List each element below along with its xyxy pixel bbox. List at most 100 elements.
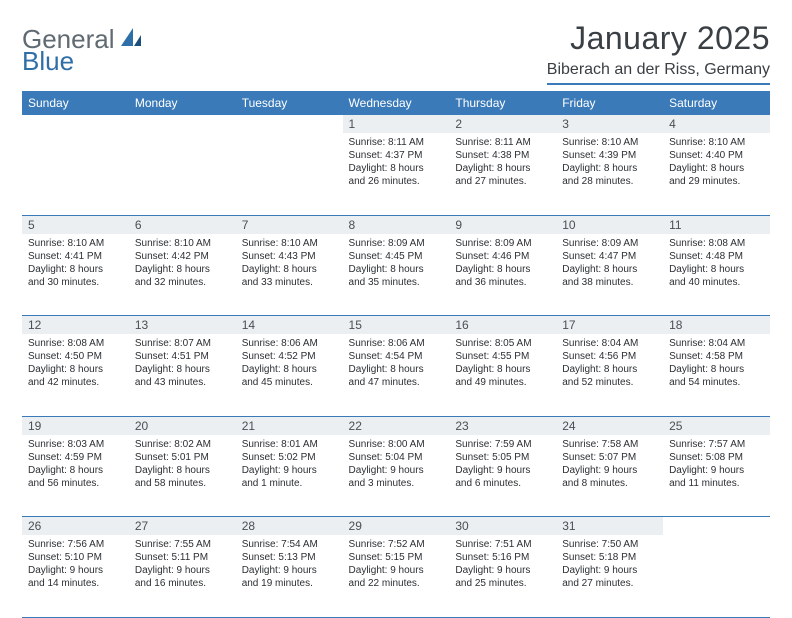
daylight-line-1: Daylight: 9 hours xyxy=(455,464,550,477)
day-number-cell: 4 xyxy=(663,115,770,133)
day-cell: Sunrise: 8:10 AMSunset: 4:41 PMDaylight:… xyxy=(22,234,129,316)
weekday-header: Thursday xyxy=(449,91,556,115)
logo-sail-icon xyxy=(119,24,143,55)
weekday-header: Sunday xyxy=(22,91,129,115)
day-number-cell: 20 xyxy=(129,416,236,435)
sunset-line: Sunset: 4:43 PM xyxy=(242,250,337,263)
daylight-line-2: and 19 minutes. xyxy=(242,577,337,590)
header: General January 2025 Biberach an der Ris… xyxy=(22,20,770,85)
day-details: Sunrise: 8:09 AMSunset: 4:46 PMDaylight:… xyxy=(449,234,556,293)
day-number-row: 1234 xyxy=(22,115,770,133)
daylight-line-2: and 30 minutes. xyxy=(28,276,123,289)
day-number-cell: 19 xyxy=(22,416,129,435)
day-number-cell: 13 xyxy=(129,316,236,335)
daylight-line-1: Daylight: 8 hours xyxy=(562,363,657,376)
daylight-line-1: Daylight: 8 hours xyxy=(349,363,444,376)
daylight-line-2: and 36 minutes. xyxy=(455,276,550,289)
sunrise-line: Sunrise: 7:57 AM xyxy=(669,438,764,451)
day-number-cell: 18 xyxy=(663,316,770,335)
daylight-line-2: and 33 minutes. xyxy=(242,276,337,289)
sunrise-line: Sunrise: 8:10 AM xyxy=(135,237,230,250)
day-details: Sunrise: 8:02 AMSunset: 5:01 PMDaylight:… xyxy=(129,435,236,494)
day-cell xyxy=(663,535,770,617)
sunset-line: Sunset: 4:38 PM xyxy=(455,149,550,162)
day-number-cell: 30 xyxy=(449,517,556,536)
sunset-line: Sunset: 4:52 PM xyxy=(242,350,337,363)
sunset-line: Sunset: 4:58 PM xyxy=(669,350,764,363)
daylight-line-1: Daylight: 8 hours xyxy=(455,363,550,376)
calendar-head: SundayMondayTuesdayWednesdayThursdayFrid… xyxy=(22,91,770,115)
day-cell: Sunrise: 7:50 AMSunset: 5:18 PMDaylight:… xyxy=(556,535,663,617)
day-number-cell: 7 xyxy=(236,215,343,234)
day-content-row: Sunrise: 8:11 AMSunset: 4:37 PMDaylight:… xyxy=(22,133,770,215)
weekday-header: Saturday xyxy=(663,91,770,115)
day-details: Sunrise: 8:10 AMSunset: 4:41 PMDaylight:… xyxy=(22,234,129,293)
day-content-row: Sunrise: 8:08 AMSunset: 4:50 PMDaylight:… xyxy=(22,334,770,416)
daylight-line-2: and 40 minutes. xyxy=(669,276,764,289)
day-details: Sunrise: 8:10 AMSunset: 4:40 PMDaylight:… xyxy=(663,133,770,192)
sunset-line: Sunset: 5:13 PM xyxy=(242,551,337,564)
day-cell: Sunrise: 8:03 AMSunset: 4:59 PMDaylight:… xyxy=(22,435,129,517)
daylight-line-1: Daylight: 8 hours xyxy=(242,363,337,376)
day-number-cell: 16 xyxy=(449,316,556,335)
day-cell xyxy=(236,133,343,215)
day-cell: Sunrise: 8:10 AMSunset: 4:40 PMDaylight:… xyxy=(663,133,770,215)
daylight-line-1: Daylight: 9 hours xyxy=(28,564,123,577)
sunset-line: Sunset: 5:04 PM xyxy=(349,451,444,464)
daylight-line-2: and 22 minutes. xyxy=(349,577,444,590)
day-cell: Sunrise: 8:11 AMSunset: 4:38 PMDaylight:… xyxy=(449,133,556,215)
day-details: Sunrise: 7:52 AMSunset: 5:15 PMDaylight:… xyxy=(343,535,450,594)
daylight-line-1: Daylight: 8 hours xyxy=(669,363,764,376)
daylight-line-1: Daylight: 8 hours xyxy=(455,162,550,175)
day-cell: Sunrise: 8:08 AMSunset: 4:50 PMDaylight:… xyxy=(22,334,129,416)
day-number-cell: 25 xyxy=(663,416,770,435)
day-cell: Sunrise: 7:54 AMSunset: 5:13 PMDaylight:… xyxy=(236,535,343,617)
day-details: Sunrise: 8:01 AMSunset: 5:02 PMDaylight:… xyxy=(236,435,343,494)
daylight-line-1: Daylight: 8 hours xyxy=(669,263,764,276)
daylight-line-2: and 54 minutes. xyxy=(669,376,764,389)
sunrise-line: Sunrise: 8:05 AM xyxy=(455,337,550,350)
sunrise-line: Sunrise: 8:06 AM xyxy=(349,337,444,350)
sunset-line: Sunset: 4:45 PM xyxy=(349,250,444,263)
day-details: Sunrise: 8:10 AMSunset: 4:42 PMDaylight:… xyxy=(129,234,236,293)
day-number-row: 567891011 xyxy=(22,215,770,234)
daylight-line-1: Daylight: 8 hours xyxy=(562,263,657,276)
daylight-line-1: Daylight: 9 hours xyxy=(562,464,657,477)
title-block: January 2025 Biberach an der Riss, Germa… xyxy=(547,20,770,85)
day-cell: Sunrise: 7:57 AMSunset: 5:08 PMDaylight:… xyxy=(663,435,770,517)
daylight-line-2: and 32 minutes. xyxy=(135,276,230,289)
sunrise-line: Sunrise: 8:09 AM xyxy=(455,237,550,250)
sunrise-line: Sunrise: 7:58 AM xyxy=(562,438,657,451)
day-cell: Sunrise: 8:08 AMSunset: 4:48 PMDaylight:… xyxy=(663,234,770,316)
day-cell: Sunrise: 8:04 AMSunset: 4:56 PMDaylight:… xyxy=(556,334,663,416)
daylight-line-1: Daylight: 8 hours xyxy=(135,263,230,276)
daylight-line-1: Daylight: 8 hours xyxy=(455,263,550,276)
weekday-header: Wednesday xyxy=(343,91,450,115)
sunrise-line: Sunrise: 8:06 AM xyxy=(242,337,337,350)
sunset-line: Sunset: 5:01 PM xyxy=(135,451,230,464)
sunset-line: Sunset: 4:54 PM xyxy=(349,350,444,363)
calendar-table: SundayMondayTuesdayWednesdayThursdayFrid… xyxy=(22,91,770,618)
day-number-cell: 12 xyxy=(22,316,129,335)
daylight-line-1: Daylight: 9 hours xyxy=(669,464,764,477)
day-cell xyxy=(129,133,236,215)
daylight-line-1: Daylight: 8 hours xyxy=(349,263,444,276)
daylight-line-2: and 11 minutes. xyxy=(669,477,764,490)
day-cell: Sunrise: 8:09 AMSunset: 4:45 PMDaylight:… xyxy=(343,234,450,316)
day-details: Sunrise: 7:54 AMSunset: 5:13 PMDaylight:… xyxy=(236,535,343,594)
day-cell: Sunrise: 7:52 AMSunset: 5:15 PMDaylight:… xyxy=(343,535,450,617)
day-cell: Sunrise: 8:09 AMSunset: 4:47 PMDaylight:… xyxy=(556,234,663,316)
sunrise-line: Sunrise: 8:09 AM xyxy=(562,237,657,250)
day-cell: Sunrise: 8:10 AMSunset: 4:42 PMDaylight:… xyxy=(129,234,236,316)
day-content-row: Sunrise: 7:56 AMSunset: 5:10 PMDaylight:… xyxy=(22,535,770,617)
day-details: Sunrise: 8:06 AMSunset: 4:54 PMDaylight:… xyxy=(343,334,450,393)
day-number-cell xyxy=(22,115,129,133)
day-details: Sunrise: 8:00 AMSunset: 5:04 PMDaylight:… xyxy=(343,435,450,494)
day-number-cell: 1 xyxy=(343,115,450,133)
calendar-page: General January 2025 Biberach an der Ris… xyxy=(0,0,792,612)
day-number-cell: 23 xyxy=(449,416,556,435)
day-details: Sunrise: 8:04 AMSunset: 4:58 PMDaylight:… xyxy=(663,334,770,393)
day-details: Sunrise: 8:11 AMSunset: 4:38 PMDaylight:… xyxy=(449,133,556,192)
daylight-line-2: and 25 minutes. xyxy=(455,577,550,590)
day-cell: Sunrise: 8:00 AMSunset: 5:04 PMDaylight:… xyxy=(343,435,450,517)
